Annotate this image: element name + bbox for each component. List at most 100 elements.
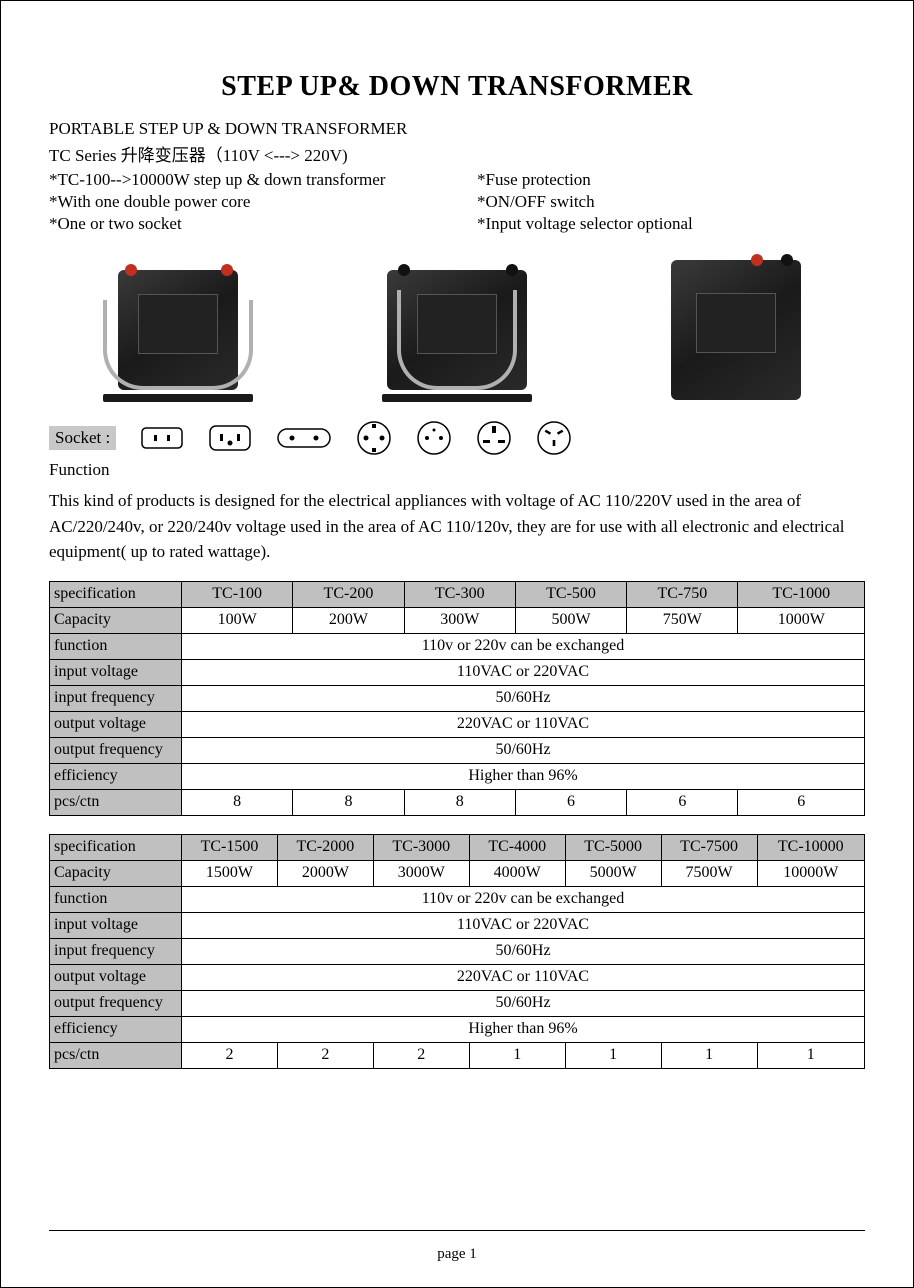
function-label: Function: [49, 460, 865, 480]
spec-table-2: specificationTC-1500TC-2000TC-3000TC-400…: [49, 834, 865, 1069]
table-row-label: pcs/ctn: [50, 1042, 182, 1068]
table-cell: 6: [627, 789, 738, 815]
table-cell-span: Higher than 96%: [182, 1016, 865, 1042]
feature-item: *TC-100-->10000W step up & down transfor…: [49, 170, 437, 190]
table-cell: 2000W: [277, 860, 373, 886]
table-row-label: output frequency: [50, 737, 182, 763]
socket-type-g-icon: [476, 420, 512, 456]
table-cell-span: 50/60Hz: [182, 685, 865, 711]
table-cell: 6: [738, 789, 865, 815]
table-cell-span: 220VAC or 110VAC: [182, 711, 865, 737]
table-row-label: Capacity: [50, 607, 182, 633]
table-cell: 1: [565, 1042, 661, 1068]
table-cell: 8: [182, 789, 293, 815]
table-cell-span: 50/60Hz: [182, 737, 865, 763]
page-number: page 1: [1, 1246, 913, 1263]
table-row-label: output voltage: [50, 711, 182, 737]
socket-type-i-icon: [536, 420, 572, 456]
table-cell: 1: [469, 1042, 565, 1068]
socket-type-c-icon: [276, 427, 332, 449]
table-column-header: TC-200: [293, 581, 404, 607]
socket-type-b-icon: [208, 424, 252, 452]
table-cell: 300W: [404, 607, 515, 633]
table-cell: 7500W: [661, 860, 757, 886]
table-column-header: TC-10000: [757, 834, 864, 860]
table-cell: 8: [293, 789, 404, 815]
transformer-image-3: [651, 250, 821, 410]
subtitle-line-1: PORTABLE STEP UP & DOWN TRANSFORMER: [49, 119, 865, 139]
table-cell-span: 110v or 220v can be exchanged: [182, 633, 865, 659]
table-cell: 1: [757, 1042, 864, 1068]
table-row-label: efficiency: [50, 763, 182, 789]
product-images-row: [49, 250, 865, 410]
table-cell-span: 50/60Hz: [182, 990, 865, 1016]
footer-rule: [49, 1230, 865, 1231]
socket-row: Socket :: [49, 420, 865, 456]
table-cell: 1500W: [182, 860, 278, 886]
table-cell-span: 110VAC or 220VAC: [182, 912, 865, 938]
table-cell: 4000W: [469, 860, 565, 886]
table-row-label: input voltage: [50, 659, 182, 685]
table-cell: 10000W: [757, 860, 864, 886]
table-header-label: specification: [50, 834, 182, 860]
function-description: This kind of products is designed for th…: [49, 488, 865, 565]
table-row-label: input voltage: [50, 912, 182, 938]
table-cell: 2: [277, 1042, 373, 1068]
page-title: STEP UP& DOWN TRANSFORMER: [49, 71, 865, 103]
table-column-header: TC-2000: [277, 834, 373, 860]
feature-item: *With one double power core: [49, 192, 437, 212]
table-cell: 6: [515, 789, 626, 815]
table-cell: 100W: [182, 607, 293, 633]
table-cell-span: 220VAC or 110VAC: [182, 964, 865, 990]
features-left-col: *TC-100-->10000W step up & down transfor…: [49, 168, 437, 236]
table-column-header: TC-5000: [565, 834, 661, 860]
table-cell-span: Higher than 96%: [182, 763, 865, 789]
table-column-header: TC-1000: [738, 581, 865, 607]
table-cell-span: 110VAC or 220VAC: [182, 659, 865, 685]
table-cell: 750W: [627, 607, 738, 633]
table-cell: 1: [661, 1042, 757, 1068]
table-column-header: TC-3000: [373, 834, 469, 860]
table-column-header: TC-7500: [661, 834, 757, 860]
table-cell: 200W: [293, 607, 404, 633]
table-row-label: function: [50, 886, 182, 912]
feature-item: *One or two socket: [49, 214, 437, 234]
socket-type-e-icon: [356, 420, 392, 456]
subtitle-line-2: TC Series 升降变压器（110V <---> 220V): [49, 141, 865, 166]
page: STEP UP& DOWN TRANSFORMER PORTABLE STEP …: [0, 0, 914, 1288]
table-row-label: input frequency: [50, 685, 182, 711]
table-cell-span: 50/60Hz: [182, 938, 865, 964]
table-column-header: TC-750: [627, 581, 738, 607]
table-row-label: pcs/ctn: [50, 789, 182, 815]
table-row-label: efficiency: [50, 1016, 182, 1042]
table-row-label: output voltage: [50, 964, 182, 990]
table-column-header: TC-4000: [469, 834, 565, 860]
table-cell: 8: [404, 789, 515, 815]
table-cell-span: 110v or 220v can be exchanged: [182, 886, 865, 912]
table-column-header: TC-100: [182, 581, 293, 607]
table-row-label: output frequency: [50, 990, 182, 1016]
transformer-image-2: [372, 250, 542, 410]
socket-type-a-icon: [140, 424, 184, 452]
table-header-label: specification: [50, 581, 182, 607]
table-row-label: Capacity: [50, 860, 182, 886]
feature-item: *Input voltage selector optional: [477, 214, 865, 234]
socket-type-f-icon: [416, 420, 452, 456]
feature-item: *ON/OFF switch: [477, 192, 865, 212]
table-cell: 2: [373, 1042, 469, 1068]
table-cell: 3000W: [373, 860, 469, 886]
table-column-header: TC-1500: [182, 834, 278, 860]
table-column-header: TC-500: [515, 581, 626, 607]
features-block: *TC-100-->10000W step up & down transfor…: [49, 168, 865, 236]
table-cell: 1000W: [738, 607, 865, 633]
table-cell: 2: [182, 1042, 278, 1068]
table-cell: 5000W: [565, 860, 661, 886]
table-column-header: TC-300: [404, 581, 515, 607]
feature-item: *Fuse protection: [477, 170, 865, 190]
table-row-label: input frequency: [50, 938, 182, 964]
spec-table-1: specificationTC-100TC-200TC-300TC-500TC-…: [49, 581, 865, 816]
socket-label: Socket :: [49, 426, 116, 450]
table-row-label: function: [50, 633, 182, 659]
transformer-image-1: [93, 250, 263, 410]
features-right-col: *Fuse protection *ON/OFF switch *Input v…: [477, 168, 865, 236]
